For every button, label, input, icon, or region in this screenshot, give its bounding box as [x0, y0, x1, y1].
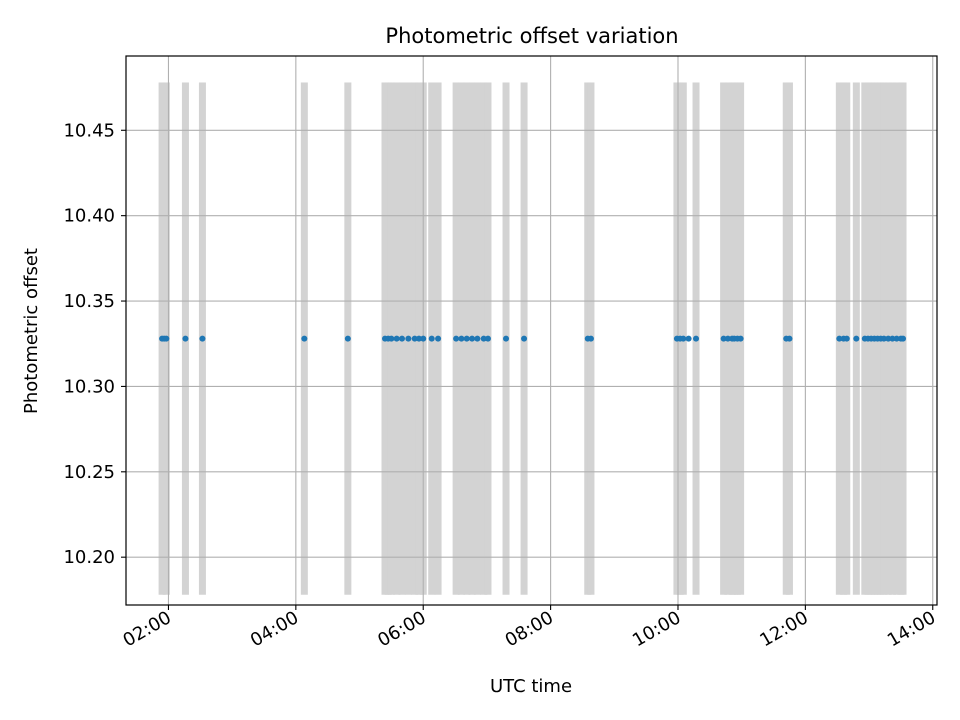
y-tick-label: 10.20 [63, 547, 115, 568]
data-point [680, 335, 687, 342]
chart-title: Photometric offset variation [385, 24, 678, 48]
y-tick-label: 10.40 [63, 206, 115, 227]
y-axis-title: Photometric offset [21, 248, 42, 414]
x-tick-label: 06:00 [374, 607, 429, 651]
data-point [182, 335, 189, 342]
y-tick-label: 10.35 [63, 291, 115, 312]
data-point [737, 335, 744, 342]
x-tick-label: 08:00 [502, 607, 557, 651]
y-axis-ticks: 10.20 10.25 10.30 10.35 10.40 10.45 [63, 120, 126, 568]
x-tick-label: 04:00 [247, 607, 302, 651]
data-point [420, 335, 427, 342]
vspan-layer [158, 82, 907, 595]
data-point [415, 335, 422, 342]
data-point [469, 335, 476, 342]
data-point [344, 335, 351, 342]
data-point [393, 335, 400, 342]
data-point [458, 335, 465, 342]
data-point [484, 335, 491, 342]
x-tick-label: 12:00 [756, 607, 811, 651]
data-point [853, 335, 860, 342]
data-point [199, 335, 206, 342]
y-tick-label: 10.30 [63, 376, 115, 397]
data-point [428, 335, 435, 342]
data-point [463, 335, 470, 342]
data-point [398, 335, 405, 342]
y-tick-label: 10.45 [63, 120, 115, 141]
y-tick-label: 10.25 [63, 462, 115, 483]
data-point [843, 335, 850, 342]
x-axis-title: UTC time [490, 676, 572, 697]
data-point [880, 335, 887, 342]
points-layer [159, 335, 907, 342]
x-axis-ticks: 02:00 04:00 06:00 08:00 10:00 12:00 14:00 [120, 605, 939, 651]
plot-frame [125, 55, 938, 606]
data-point [474, 335, 481, 342]
data-point [411, 335, 418, 342]
data-point [836, 335, 843, 342]
data-point [388, 335, 395, 342]
x-tick-label: 02:00 [120, 607, 175, 651]
data-point [900, 335, 907, 342]
data-point [893, 335, 900, 342]
x-tick-label: 14:00 [884, 607, 939, 651]
data-point [521, 335, 528, 342]
data-point [693, 335, 700, 342]
data-point [301, 335, 308, 342]
data-point [453, 335, 460, 342]
data-point [685, 335, 692, 342]
data-point [889, 335, 896, 342]
grid-layer [126, 56, 937, 605]
data-point [480, 335, 487, 342]
data-point [163, 335, 170, 342]
data-point [720, 335, 727, 342]
data-point [503, 335, 510, 342]
data-point [885, 335, 892, 342]
data-point [435, 335, 442, 342]
x-tick-label: 10:00 [629, 607, 684, 651]
data-point [587, 335, 594, 342]
data-point [405, 335, 412, 342]
data-point [724, 335, 731, 342]
data-point [786, 335, 793, 342]
